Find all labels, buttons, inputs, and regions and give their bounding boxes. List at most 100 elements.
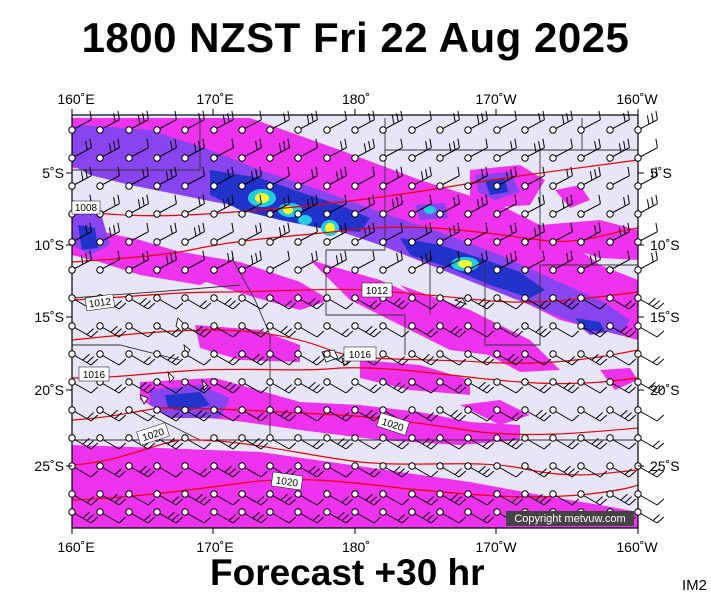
lon-label-bottom-160w: 160˚W xyxy=(616,539,658,555)
wind-barb xyxy=(549,250,573,274)
wind-barb xyxy=(294,166,318,190)
wind-barb xyxy=(493,434,524,450)
lon-label-bottom-170w: 170˚W xyxy=(475,539,517,555)
wind-barb xyxy=(521,194,545,218)
wind-barb xyxy=(351,166,375,190)
wind-barb xyxy=(238,350,269,366)
wind-barb xyxy=(266,406,297,422)
isobar-label-1012-central: 1012 xyxy=(361,282,393,298)
wind-barb xyxy=(408,462,439,478)
wind-barb xyxy=(521,110,545,134)
wind-barb xyxy=(379,194,403,218)
wind-barb xyxy=(323,138,347,162)
wind-barb xyxy=(238,406,269,422)
isobar-label-1020-south: 1020 xyxy=(270,471,304,491)
wind-barb xyxy=(68,138,92,162)
wind-barb xyxy=(125,138,149,162)
wind-barb xyxy=(68,110,92,134)
wind-barb xyxy=(96,434,127,450)
wind-barb xyxy=(493,250,517,274)
wind-barb xyxy=(210,434,241,450)
wind-barb xyxy=(436,434,467,450)
svg-text:1008: 1008 xyxy=(75,203,98,214)
lat-label-right-10s: 10˚S xyxy=(650,237,680,253)
wind-barb xyxy=(181,138,205,162)
wind-barb xyxy=(210,138,234,162)
wind-barb xyxy=(634,166,658,190)
wind-barb xyxy=(549,110,573,134)
wind-barb xyxy=(606,110,630,134)
wind-barb xyxy=(464,490,495,506)
svg-text:Copyright metvuw.com: Copyright metvuw.com xyxy=(514,513,625,525)
wind-barb xyxy=(436,490,467,506)
wind-barb xyxy=(606,250,630,274)
wind-barb xyxy=(153,462,184,478)
svg-text:1016: 1016 xyxy=(83,370,106,381)
wind-barb xyxy=(549,350,580,366)
wind-barb xyxy=(521,250,545,274)
wind-barb xyxy=(351,490,382,506)
wind-barb xyxy=(408,110,432,134)
wind-barb xyxy=(577,294,608,310)
wind-barb xyxy=(549,462,580,478)
wind-barb xyxy=(493,166,517,190)
wind-barb xyxy=(577,166,601,190)
lat-label-right-15s: 15˚S xyxy=(650,309,680,325)
wind-barb xyxy=(96,490,127,506)
wind-barb xyxy=(266,166,290,190)
wind-barb xyxy=(408,322,439,338)
wind-barb xyxy=(125,378,156,394)
lon-label-top-170w: 170˚W xyxy=(475,91,517,107)
wind-barb xyxy=(238,490,269,506)
wind-barb xyxy=(238,110,262,134)
wind-barb xyxy=(266,194,290,218)
wind-barb xyxy=(266,222,290,246)
wind-barb xyxy=(266,378,297,394)
wind-barb xyxy=(181,350,212,366)
wind-barb xyxy=(323,490,354,506)
wind-barb xyxy=(379,110,403,134)
wind-barb xyxy=(153,166,177,190)
wind-barb xyxy=(323,110,347,134)
wind-barb xyxy=(153,406,184,422)
wind-barb xyxy=(323,294,354,310)
wind-barb xyxy=(153,222,177,246)
wind-barb xyxy=(125,194,149,218)
wind-barb xyxy=(606,490,637,506)
wind-barb xyxy=(125,110,149,134)
wind-barb xyxy=(436,322,467,338)
wind-barb xyxy=(379,434,410,450)
wind-barb xyxy=(96,250,120,274)
wind-barb xyxy=(266,322,297,338)
wind-barb xyxy=(68,508,99,524)
wind-barb xyxy=(408,434,439,450)
wind-barb xyxy=(493,322,524,338)
wind-barb xyxy=(266,434,297,450)
isobar-label-1016-west: 1016 xyxy=(78,366,110,382)
wind-barb xyxy=(210,294,241,310)
wind-barb xyxy=(266,110,290,134)
wind-barb xyxy=(96,508,127,524)
wind-barb xyxy=(153,294,184,310)
wind-barb xyxy=(351,250,375,274)
wind-barb xyxy=(294,378,325,394)
image-code: IM2 xyxy=(682,577,708,594)
wind-barb xyxy=(464,434,495,450)
wind-barb xyxy=(379,378,410,394)
wind-barb xyxy=(521,378,552,394)
wind-barb xyxy=(351,378,382,394)
wind-barb xyxy=(351,194,375,218)
wind-barb xyxy=(181,110,205,134)
wind-barb xyxy=(323,322,354,338)
lat-label-right-5s: 5˚S xyxy=(650,165,672,181)
wind-barb xyxy=(96,462,127,478)
wind-barb xyxy=(577,110,601,134)
wind-barb xyxy=(606,166,630,190)
wind-barb-grid xyxy=(68,110,665,524)
wind-barb xyxy=(266,250,290,274)
wind-barb xyxy=(634,490,665,506)
forecast-label: Forecast +30 hr xyxy=(210,552,485,593)
wind-barb xyxy=(238,462,269,478)
wind-barb xyxy=(68,166,92,190)
wind-barb xyxy=(294,138,318,162)
